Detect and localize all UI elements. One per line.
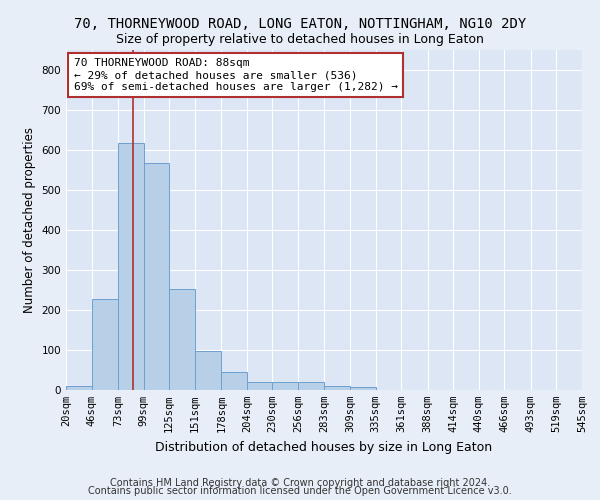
Bar: [92, 299, 118, 390]
Text: 70, THORNEYWOOD ROAD, LONG EATON, NOTTINGHAM, NG10 2DY: 70, THORNEYWOOD ROAD, LONG EATON, NOTTIN…: [74, 18, 526, 32]
Text: Contains HM Land Registry data © Crown copyright and database right 2024.: Contains HM Land Registry data © Crown c…: [110, 478, 490, 488]
Text: 70 THORNEYWOOD ROAD: 88sqm
← 29% of detached houses are smaller (536)
69% of sem: 70 THORNEYWOOD ROAD: 88sqm ← 29% of deta…: [74, 58, 398, 92]
Text: Size of property relative to detached houses in Long Eaton: Size of property relative to detached ho…: [116, 32, 484, 46]
Bar: [272, 382, 298, 390]
Bar: [221, 372, 247, 390]
Bar: [143, 163, 169, 390]
Text: Contains public sector information licensed under the Open Government Licence v3: Contains public sector information licen…: [88, 486, 512, 496]
Bar: [350, 387, 376, 390]
X-axis label: Distribution of detached houses by size in Long Eaton: Distribution of detached houses by size …: [155, 440, 493, 454]
Bar: [325, 386, 350, 390]
Bar: [247, 382, 272, 390]
Bar: [169, 289, 195, 390]
Bar: [118, 143, 143, 390]
Bar: [66, 386, 92, 390]
Y-axis label: Number of detached properties: Number of detached properties: [23, 127, 36, 313]
Bar: [195, 351, 221, 390]
Bar: [298, 382, 325, 390]
